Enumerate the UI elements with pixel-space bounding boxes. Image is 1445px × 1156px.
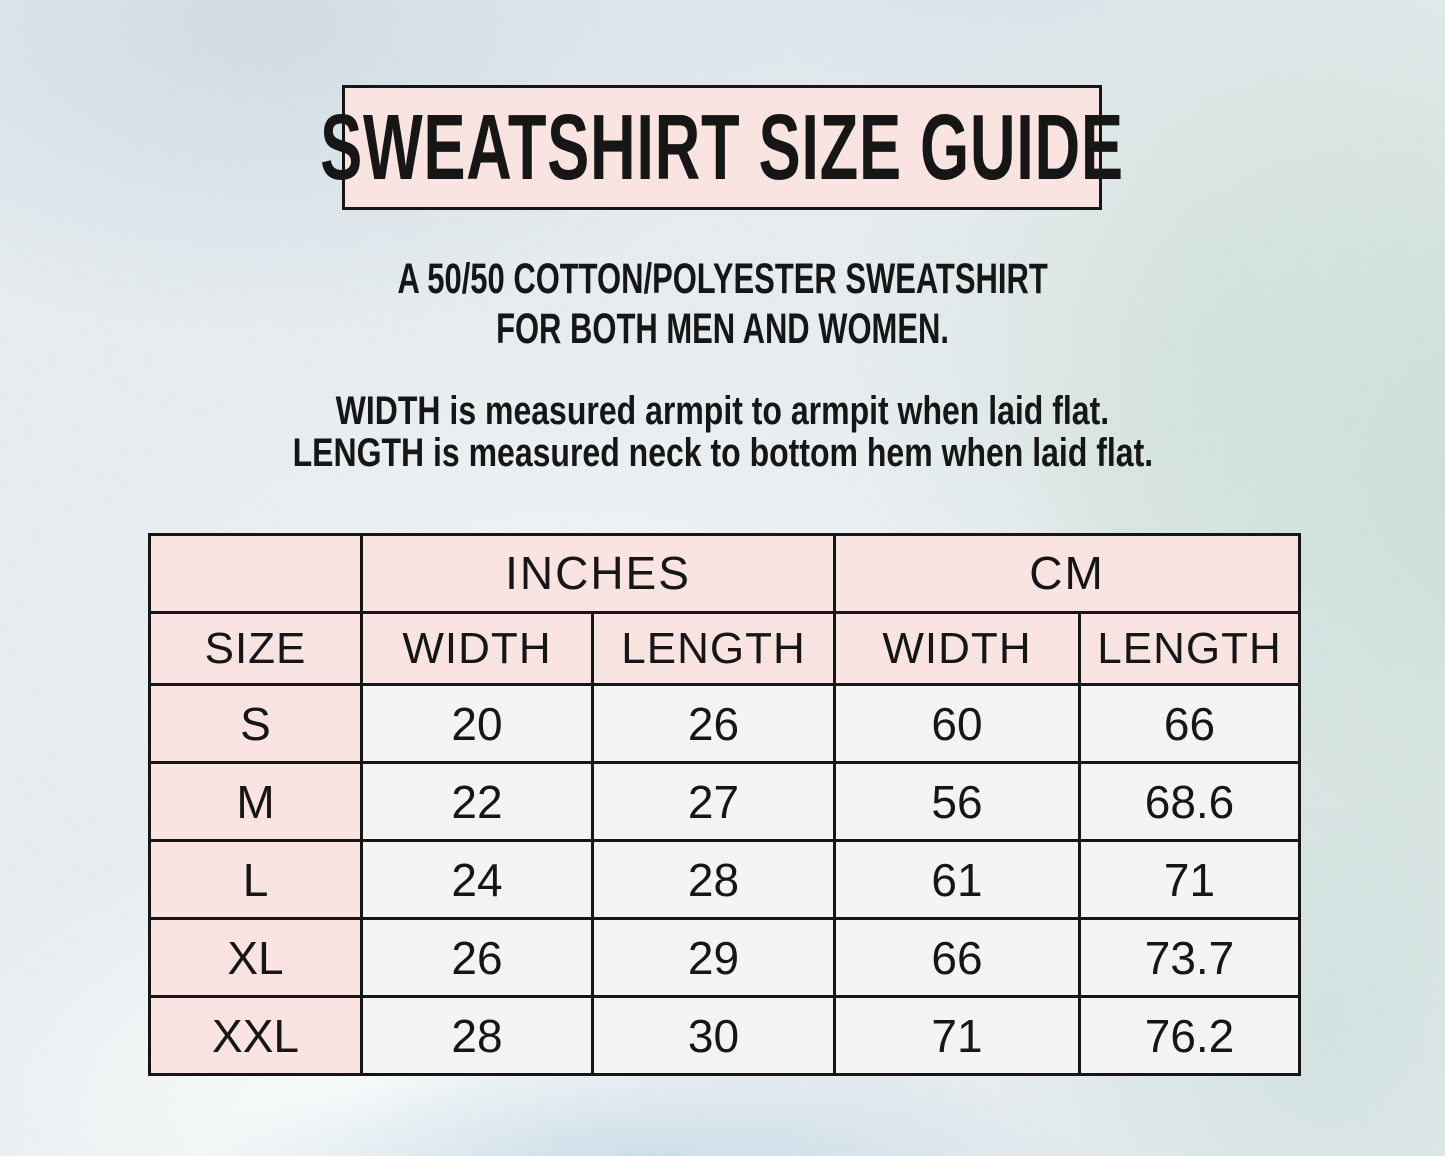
width-cm-value: 56 xyxy=(833,761,1081,843)
inches-header: INCHES xyxy=(360,533,836,614)
width-note-text: WIDTH is measured armpit to armpit when … xyxy=(335,389,1110,433)
table-row-m: M 22 27 56 68.6 xyxy=(148,761,1302,843)
measurement-notes: WIDTH is measured armpit to armpit when … xyxy=(0,390,1445,474)
width-cm-value: 60 xyxy=(833,683,1081,765)
length-cm-value: 76.2 xyxy=(1077,995,1302,1076)
intro-line-2: FOR BOTH MEN AND WOMEN. xyxy=(0,304,1445,354)
length-cm-value: 66 xyxy=(1077,683,1302,765)
length-inches-value: 28 xyxy=(591,839,836,921)
length-cm-header: LENGTH xyxy=(1077,610,1302,687)
table-row-s: S 20 26 60 66 xyxy=(148,683,1302,765)
size-label: S xyxy=(148,683,363,765)
size-label: L xyxy=(148,839,363,921)
length-cm-value: 71 xyxy=(1077,839,1302,921)
size-label: M xyxy=(148,761,363,843)
intro-text: A 50/50 COTTON/POLYESTER SWEATSHIRT FOR … xyxy=(0,254,1445,354)
width-note: WIDTH is measured armpit to armpit when … xyxy=(0,390,1445,432)
unit-header-row: INCHES CM xyxy=(148,533,1302,614)
size-label: XL xyxy=(148,917,363,999)
length-inches-value: 29 xyxy=(591,917,836,999)
column-header-row: SIZE WIDTH LENGTH WIDTH LENGTH xyxy=(148,610,1302,687)
table-row-xxl: XXL 28 30 71 76.2 xyxy=(148,995,1302,1076)
title-banner: SWEATSHIRT SIZE GUIDE xyxy=(320,85,1123,210)
width-inches-value: 26 xyxy=(360,917,594,999)
length-note: LENGTH is measured neck to bottom hem wh… xyxy=(0,432,1445,474)
length-cm-value: 73.7 xyxy=(1077,917,1302,999)
table-row-xl: XL 26 29 66 73.7 xyxy=(148,917,1302,999)
intro-line-2-text: FOR BOTH MEN AND WOMEN. xyxy=(496,305,949,353)
page-title: SWEATSHIRT SIZE GUIDE xyxy=(320,95,1124,199)
cm-header: CM xyxy=(832,533,1302,614)
length-inches-value: 27 xyxy=(591,761,836,843)
length-inches-value: 30 xyxy=(591,995,836,1076)
table-row-l: L 24 28 61 71 xyxy=(148,839,1302,921)
corner-empty-cell xyxy=(148,533,363,614)
width-inches-value: 24 xyxy=(360,839,594,921)
width-cm-header: WIDTH xyxy=(833,610,1081,687)
width-cm-value: 71 xyxy=(833,995,1081,1076)
length-inches-header: LENGTH xyxy=(591,610,836,687)
size-column-header: SIZE xyxy=(148,610,363,687)
size-table: INCHES CM SIZE WIDTH LENGTH WIDTH LENGTH… xyxy=(148,533,1302,1076)
width-cm-value: 61 xyxy=(833,839,1081,921)
intro-line-1: A 50/50 COTTON/POLYESTER SWEATSHIRT xyxy=(0,254,1445,304)
size-label: XXL xyxy=(148,995,363,1076)
width-inches-value: 22 xyxy=(360,761,594,843)
length-cm-value: 68.6 xyxy=(1077,761,1302,843)
width-inches-value: 20 xyxy=(360,683,594,765)
length-note-text: LENGTH is measured neck to bottom hem wh… xyxy=(292,431,1153,475)
length-inches-value: 26 xyxy=(591,683,836,765)
width-inches-value: 28 xyxy=(360,995,594,1076)
width-cm-value: 66 xyxy=(833,917,1081,999)
width-inches-header: WIDTH xyxy=(360,610,594,687)
intro-line-1-text: A 50/50 COTTON/POLYESTER SWEATSHIRT xyxy=(397,255,1048,303)
